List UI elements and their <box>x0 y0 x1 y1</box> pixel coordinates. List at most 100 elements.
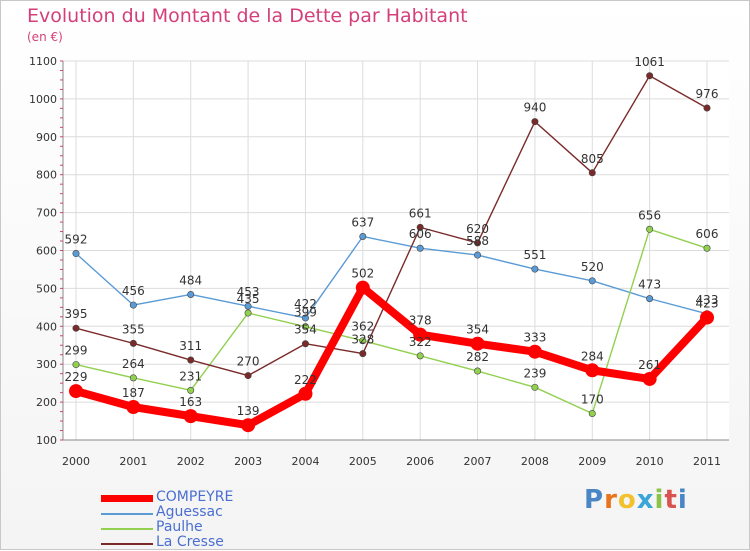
data-point <box>416 352 424 360</box>
data-label: 456 <box>122 284 145 298</box>
data-point <box>241 418 256 433</box>
legend-swatch <box>101 513 153 515</box>
x-tick-label: 2000 <box>62 455 90 468</box>
data-label: 229 <box>65 370 88 384</box>
data-point <box>585 363 600 378</box>
data-point <box>703 244 711 252</box>
data-point <box>244 372 252 380</box>
data-label: 170 <box>581 392 604 406</box>
data-point <box>187 290 195 298</box>
chart-title: Evolution du Montant de la Dette par Hab… <box>27 5 468 27</box>
data-label: 354 <box>294 323 317 337</box>
data-point <box>183 409 198 424</box>
legend-label: COMPEYRE <box>156 489 234 505</box>
data-point <box>126 400 141 415</box>
data-label: 311 <box>179 339 202 353</box>
y-tick-label: 400 <box>36 320 57 333</box>
legend-label: La Cresse <box>156 534 224 550</box>
y-tick-label: 600 <box>36 245 57 258</box>
data-point <box>527 344 542 359</box>
data-label: 620 <box>466 222 489 236</box>
data-point <box>646 295 654 303</box>
data-label: 551 <box>523 248 546 262</box>
data-label: 163 <box>179 395 202 409</box>
data-point <box>642 371 657 386</box>
data-point <box>416 244 424 252</box>
data-point <box>69 384 83 399</box>
data-point <box>646 225 654 233</box>
x-tick-label: 2007 <box>464 455 492 468</box>
data-point <box>588 169 596 177</box>
logo-letter: i <box>677 485 688 515</box>
x-tick-label: 2010 <box>636 455 664 468</box>
data-label: 399 <box>294 306 317 320</box>
x-tick-label: 2005 <box>349 455 377 468</box>
y-tick-label: 100 <box>36 434 57 447</box>
data-label: 520 <box>581 260 604 274</box>
data-point <box>413 327 428 342</box>
data-label: 502 <box>351 267 374 281</box>
series-line-compeyre <box>72 283 711 430</box>
data-label: 322 <box>409 335 432 349</box>
data-label: 656 <box>638 208 661 222</box>
data-point <box>355 280 370 295</box>
data-point <box>588 277 596 285</box>
data-point <box>187 356 195 364</box>
legend-label: Aguessac <box>156 504 223 520</box>
data-label: 606 <box>409 227 432 241</box>
data-point <box>72 324 80 332</box>
data-label: 423 <box>696 297 719 311</box>
data-label: 606 <box>696 227 719 241</box>
x-tick-label: 2008 <box>521 455 549 468</box>
data-label: 378 <box>409 314 432 328</box>
data-label: 222 <box>294 373 317 387</box>
data-label: 187 <box>122 386 145 400</box>
data-point <box>700 310 714 325</box>
data-label: 592 <box>65 233 88 247</box>
data-label: 473 <box>638 278 661 292</box>
data-point <box>298 386 313 401</box>
y-tick-label: 300 <box>36 358 57 371</box>
data-label: 976 <box>696 87 719 101</box>
y-tick-label: 1100 <box>29 55 57 68</box>
data-label: 395 <box>65 307 88 321</box>
data-point <box>359 232 367 240</box>
legend-swatch <box>101 528 153 530</box>
data-point <box>703 104 711 112</box>
legend-swatch <box>101 495 153 502</box>
data-label: 261 <box>638 358 661 372</box>
data-label: 139 <box>237 404 260 418</box>
y-tick-label: 500 <box>36 282 57 295</box>
data-label: 805 <box>581 152 604 166</box>
data-label: 264 <box>122 357 145 371</box>
data-label: 484 <box>179 273 202 287</box>
x-tick-label: 2003 <box>234 455 262 468</box>
data-point <box>72 250 80 258</box>
logo-letter: o <box>617 485 637 515</box>
data-point <box>474 239 482 247</box>
data-point <box>474 251 482 259</box>
logo-letter: i <box>654 485 665 515</box>
y-tick-label: 200 <box>36 396 57 409</box>
data-label: 1061 <box>634 55 665 69</box>
data-label: 284 <box>581 349 604 363</box>
data-point <box>359 350 367 358</box>
data-label: 282 <box>466 350 489 364</box>
legend-swatch <box>101 543 153 545</box>
data-label: 333 <box>523 331 546 345</box>
data-label: 422 <box>294 297 317 311</box>
data-label: 328 <box>351 333 374 347</box>
data-point <box>531 265 539 273</box>
x-tick-label: 2011 <box>693 455 721 468</box>
data-point <box>129 339 137 347</box>
logo-letter: x <box>636 485 655 515</box>
data-point <box>244 302 252 310</box>
data-point <box>301 323 309 331</box>
x-tick-label: 2006 <box>406 455 434 468</box>
data-label: 637 <box>351 215 374 229</box>
data-point <box>474 367 482 375</box>
data-point <box>301 340 309 348</box>
legend-label: Paulhe <box>156 519 203 535</box>
